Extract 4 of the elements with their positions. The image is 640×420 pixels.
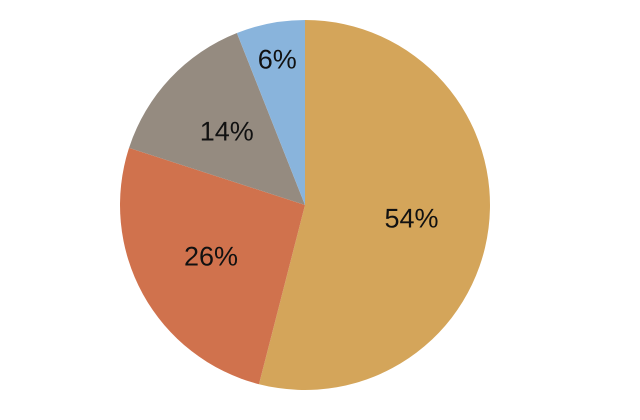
data-label: 6% xyxy=(258,44,297,75)
data-label: 26% xyxy=(184,242,238,272)
data-label: 14% xyxy=(200,116,254,147)
data-label: 54% xyxy=(384,203,438,234)
